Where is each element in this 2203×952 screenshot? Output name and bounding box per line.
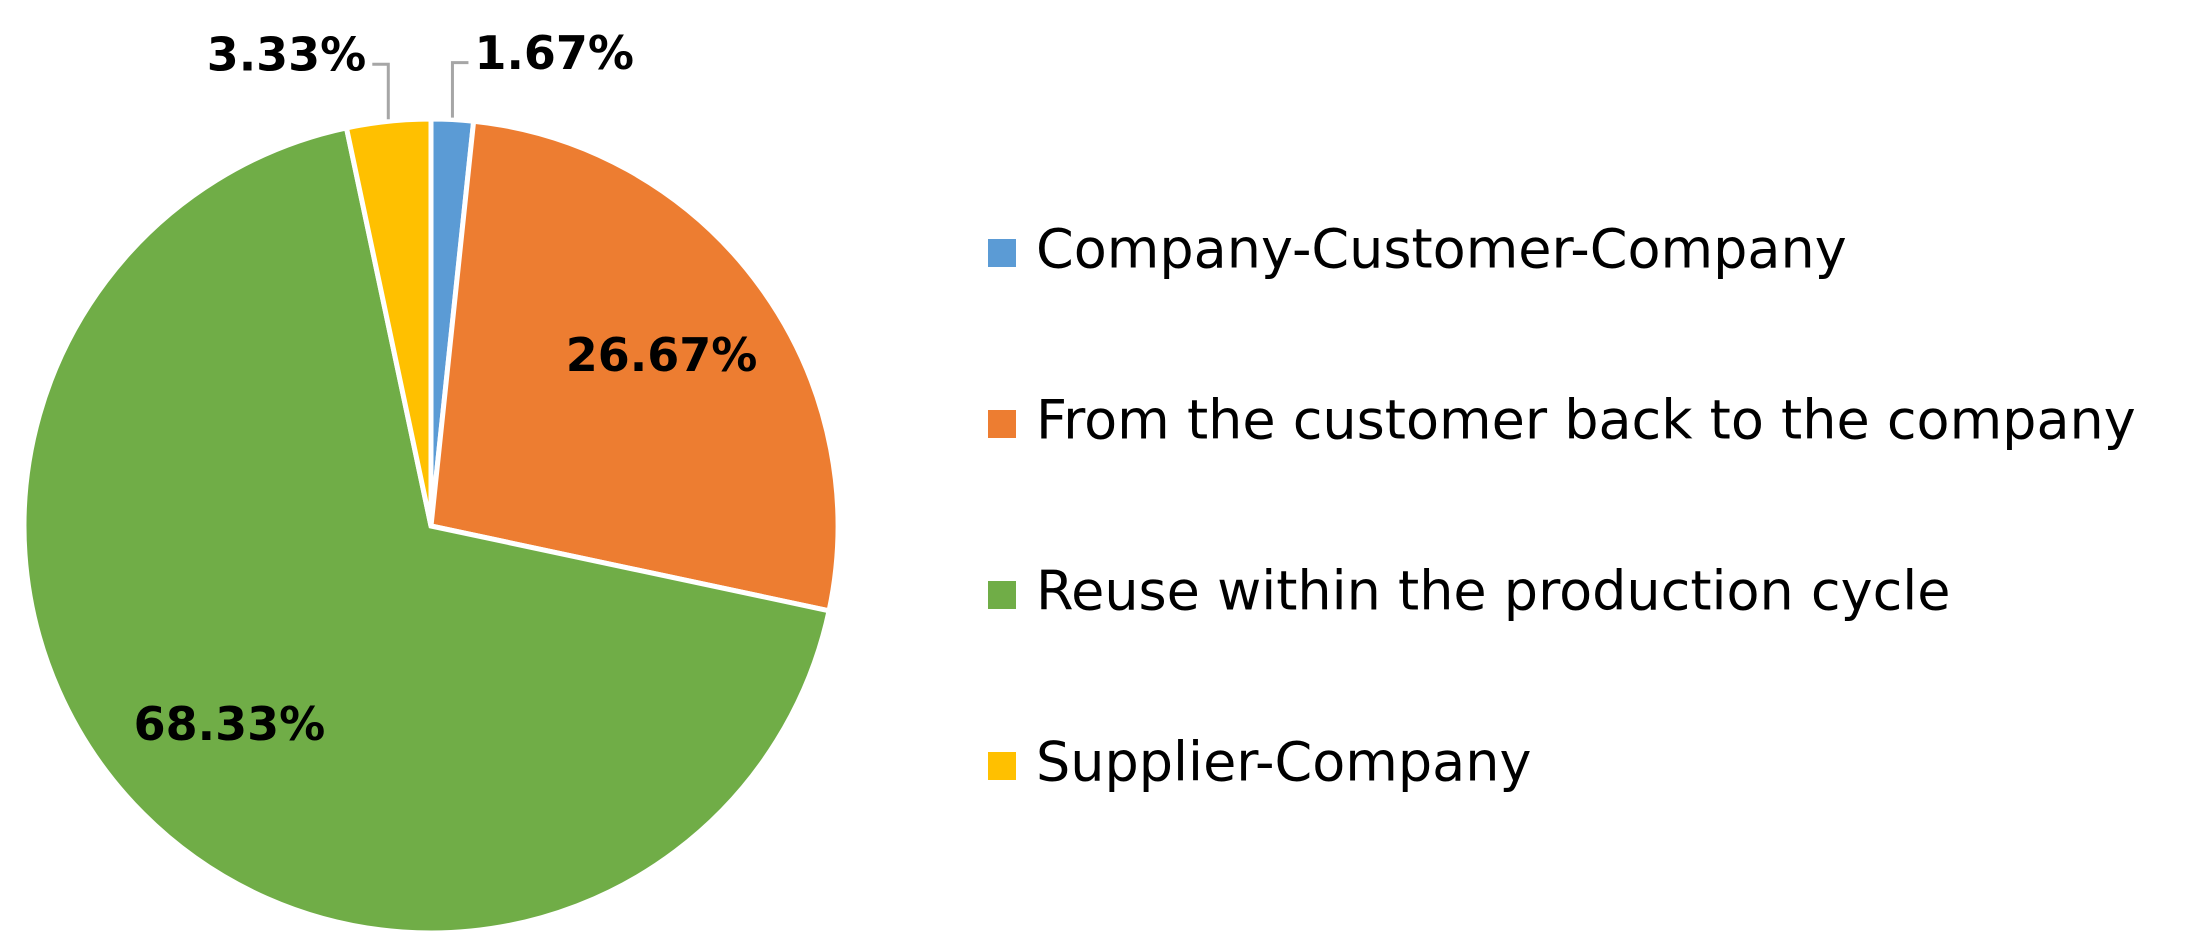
pie-slice — [428, 118, 841, 614]
pie-slice — [343, 116, 434, 527]
legend-swatch — [988, 752, 1016, 780]
legend-swatch — [988, 410, 1016, 438]
legend-label: Reuse within the production cycle — [1036, 560, 1951, 623]
legend-swatch — [988, 239, 1016, 267]
legend-label: From the customer back to the company — [1036, 389, 2136, 452]
data-label: 68.33% — [134, 697, 326, 751]
data-label: 3.33% — [207, 28, 367, 82]
pie-slice — [21, 124, 833, 936]
data-label: 1.67% — [474, 26, 634, 80]
leader-line — [450, 61, 469, 118]
legend-label: Company-Customer-Company — [1036, 218, 1847, 281]
legend-swatch — [988, 581, 1016, 609]
leader-line — [372, 62, 390, 120]
data-label: 26.67% — [566, 328, 758, 382]
legend-label: Supplier-Company — [1036, 731, 1531, 794]
